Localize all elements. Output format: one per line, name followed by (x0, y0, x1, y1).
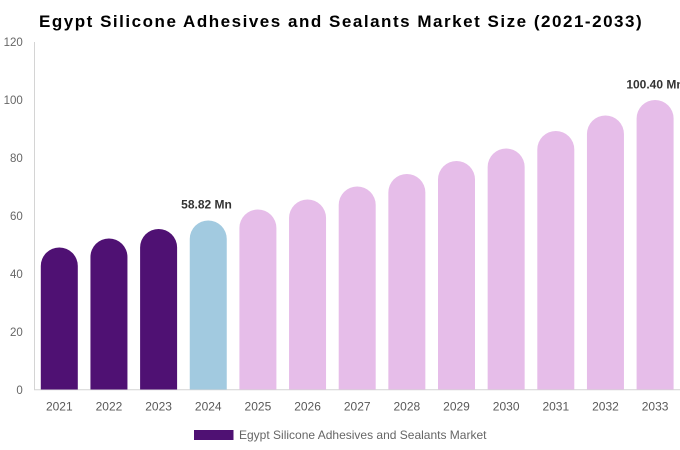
svg-text:0: 0 (16, 385, 22, 397)
svg-text:2030: 2030 (493, 399, 520, 413)
svg-text:2033: 2033 (642, 399, 669, 413)
svg-text:2024: 2024 (195, 399, 222, 413)
svg-text:20: 20 (10, 327, 23, 339)
svg-text:2023: 2023 (145, 399, 172, 413)
svg-text:80: 80 (10, 153, 23, 165)
svg-text:2028: 2028 (393, 399, 420, 413)
svg-text:100.40 Mn: 100.40 Mn (626, 77, 680, 91)
svg-text:2031: 2031 (542, 399, 569, 413)
svg-text:2021: 2021 (46, 399, 73, 413)
svg-text:2029: 2029 (443, 399, 470, 413)
svg-text:Egypt Silicone Adhesives and S: Egypt Silicone Adhesives and Sealants Ma… (239, 428, 487, 442)
svg-text:60: 60 (10, 211, 23, 223)
svg-text:2026: 2026 (294, 399, 321, 413)
svg-text:58.82 Mn: 58.82 Mn (181, 197, 232, 211)
svg-text:2025: 2025 (245, 399, 272, 413)
svg-text:100: 100 (4, 95, 23, 107)
svg-text:2032: 2032 (592, 399, 619, 413)
svg-text:2022: 2022 (96, 399, 123, 413)
svg-text:40: 40 (10, 269, 23, 281)
svg-text:120: 120 (4, 37, 23, 49)
svg-text:Egypt Silicone Adhesives and S: Egypt Silicone Adhesives and Sealants Ma… (39, 12, 643, 31)
svg-text:2027: 2027 (344, 399, 371, 413)
